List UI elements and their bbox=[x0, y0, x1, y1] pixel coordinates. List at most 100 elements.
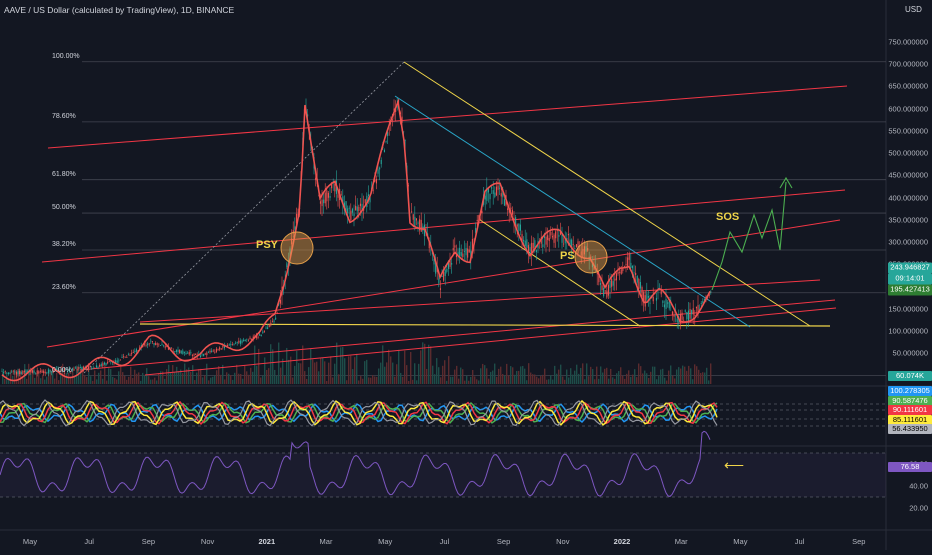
volume-bar bbox=[352, 369, 354, 384]
candle-body bbox=[435, 262, 437, 274]
volume-bar bbox=[566, 369, 568, 384]
volume-bar bbox=[74, 376, 76, 384]
volume-bar bbox=[628, 370, 630, 384]
volume-bar bbox=[506, 363, 508, 384]
volume-bar bbox=[634, 369, 636, 384]
candle-body bbox=[487, 188, 489, 193]
volume-bar bbox=[680, 368, 682, 384]
volume-bar bbox=[66, 373, 68, 384]
candle-body bbox=[502, 189, 504, 198]
volume-bar bbox=[200, 368, 202, 384]
volume-bar bbox=[696, 366, 698, 384]
candle-body bbox=[124, 356, 126, 358]
volume-bar bbox=[530, 372, 532, 384]
candle-body bbox=[691, 309, 693, 315]
candle-body bbox=[207, 351, 209, 353]
candle-body bbox=[174, 351, 176, 352]
volume-bar bbox=[572, 374, 574, 384]
volume-bar bbox=[308, 367, 310, 384]
volume-bar bbox=[420, 350, 422, 384]
moving-average-line bbox=[1, 98, 711, 382]
candle-body bbox=[249, 337, 251, 340]
volume-bar bbox=[580, 367, 582, 384]
candle-body bbox=[199, 355, 201, 358]
volume-bar bbox=[242, 378, 244, 384]
volume-bar bbox=[10, 370, 12, 384]
symbol-title[interactable]: AAVE / US Dollar (calculated by TradingV… bbox=[4, 5, 235, 15]
candle-body bbox=[417, 222, 419, 224]
volume-bar bbox=[116, 379, 118, 384]
volume-bar bbox=[540, 376, 542, 384]
volume-bar bbox=[236, 364, 238, 384]
volume-bar bbox=[610, 368, 612, 384]
candle-body bbox=[135, 349, 137, 352]
candle-body bbox=[655, 297, 657, 301]
candle-body bbox=[60, 369, 62, 371]
volume-bar bbox=[484, 365, 486, 384]
candle-body bbox=[684, 310, 686, 312]
candle-body bbox=[107, 361, 109, 364]
candle-body bbox=[561, 232, 563, 243]
candle-body bbox=[601, 285, 603, 291]
volume-bar bbox=[504, 375, 506, 384]
volume-bar bbox=[612, 377, 614, 384]
candle-body bbox=[78, 367, 80, 369]
candle-body bbox=[401, 116, 403, 123]
volume-bar bbox=[370, 377, 372, 384]
candle-body bbox=[534, 240, 536, 249]
candle-body bbox=[324, 192, 326, 204]
price-tick-label: 500.000000 bbox=[888, 148, 928, 158]
time-tick-label: Sep bbox=[852, 537, 866, 546]
candle-body bbox=[671, 311, 673, 315]
volume-bar bbox=[204, 375, 206, 384]
volume-bar bbox=[82, 371, 84, 384]
candle-body bbox=[59, 371, 61, 373]
volume-bar bbox=[460, 367, 462, 384]
candle-body bbox=[495, 186, 497, 196]
volume-bar bbox=[444, 360, 446, 384]
fib-level-label: 78.60% bbox=[52, 112, 76, 120]
candle-body bbox=[550, 232, 552, 236]
volume-bar bbox=[478, 380, 480, 384]
candle-body bbox=[449, 258, 451, 267]
volume-bar bbox=[514, 374, 516, 384]
candle-body bbox=[428, 241, 430, 249]
candle-body bbox=[511, 209, 513, 215]
candle-body bbox=[75, 367, 77, 369]
volume-bar bbox=[120, 365, 122, 384]
candle-body bbox=[369, 196, 371, 203]
level-price-badge: 195.427413 bbox=[888, 284, 932, 296]
candle-body bbox=[22, 370, 24, 374]
volume-bar bbox=[418, 363, 420, 384]
candle-body bbox=[319, 201, 321, 204]
candle-body bbox=[492, 190, 494, 194]
price-tick-label: 150.000000 bbox=[888, 304, 928, 314]
volume-bar bbox=[664, 377, 666, 384]
volume-bar bbox=[430, 346, 432, 384]
candle-body bbox=[515, 217, 517, 226]
volume-bar bbox=[128, 376, 130, 384]
volume-bar bbox=[38, 371, 40, 384]
volume-bar bbox=[22, 377, 24, 384]
candle-body bbox=[519, 224, 521, 231]
candle-body bbox=[145, 344, 147, 346]
candle-body bbox=[43, 370, 45, 374]
volume-bar bbox=[374, 376, 376, 384]
candle-body bbox=[343, 202, 345, 209]
candle-body bbox=[89, 366, 91, 368]
candle-body bbox=[180, 350, 182, 354]
volume-bar bbox=[294, 365, 296, 384]
candle-body bbox=[710, 291, 712, 293]
candle-body bbox=[57, 369, 59, 372]
candle-body bbox=[563, 243, 565, 245]
candle-body bbox=[119, 359, 121, 361]
volume-bar bbox=[228, 373, 230, 384]
candle-body bbox=[91, 368, 93, 370]
volume-bar bbox=[386, 362, 388, 384]
volume-bar bbox=[686, 370, 688, 384]
volume-bar bbox=[148, 376, 150, 384]
volume-bar bbox=[138, 372, 140, 384]
candle-body bbox=[52, 369, 54, 373]
